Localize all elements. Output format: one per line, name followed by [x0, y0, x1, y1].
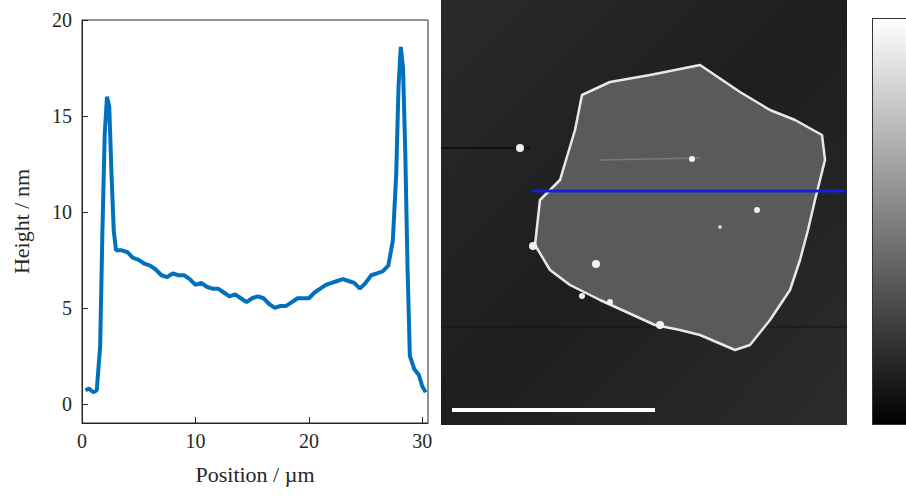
svg-text:0: 0	[77, 430, 87, 452]
svg-text:10: 10	[52, 201, 72, 223]
svg-text:20: 20	[52, 9, 72, 31]
svg-text:20: 20	[299, 430, 319, 452]
svg-text:5: 5	[62, 297, 72, 319]
svg-text:0: 0	[62, 393, 72, 415]
svg-text:15: 15	[52, 105, 72, 127]
svg-text:30: 30	[412, 430, 432, 452]
svg-text:10: 10	[185, 430, 205, 452]
svg-text:Height / nm: Height / nm	[9, 169, 34, 274]
svg-text:Position / µm: Position / µm	[195, 462, 314, 487]
